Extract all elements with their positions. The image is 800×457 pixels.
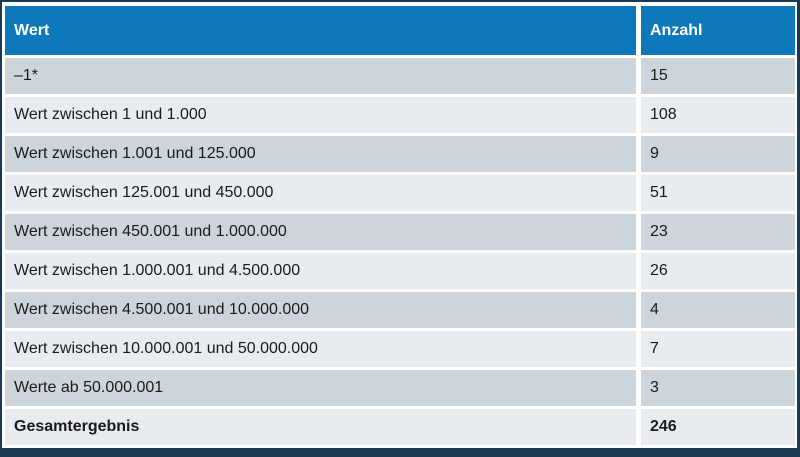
wert-cell: Wert zwischen 1.001 und 125.000 [5, 136, 636, 172]
wert-cell: Wert zwischen 1.000.001 und 4.500.000 [5, 253, 636, 289]
anzahl-cell: 15 [641, 58, 795, 94]
table-row: Wert zwischen 1.000.001 und 4.500.000 26 [5, 253, 795, 289]
wert-cell: Wert zwischen 125.001 und 450.000 [5, 175, 636, 211]
table-row: Wert zwischen 1 und 1.000 108 [5, 97, 795, 133]
anzahl-cell: 23 [641, 214, 795, 250]
anzahl-cell: 51 [641, 175, 795, 211]
table-total-row: Gesamtergebnis 246 [5, 409, 795, 445]
anzahl-cell: 7 [641, 331, 795, 367]
table-row: Wert zwischen 450.001 und 1.000.000 23 [5, 214, 795, 250]
column-header-anzahl: Anzahl [641, 6, 795, 55]
wert-cell: Wert zwischen 10.000.001 und 50.000.000 [5, 331, 636, 367]
wert-cell: Wert zwischen 4.500.001 und 10.000.000 [5, 292, 636, 328]
data-table: Wert Anzahl –1* 15 Wert zwischen 1 und 1.0… [5, 6, 795, 445]
table-row: Wert zwischen 10.000.001 und 50.000.000 7 [5, 331, 795, 367]
table-body: –1* 15 Wert zwischen 1 und 1.000 108 Wert zw… [5, 58, 795, 406]
anzahl-cell: 26 [641, 253, 795, 289]
table-header-row: Wert Anzahl [5, 6, 795, 55]
total-value-cell: 246 [641, 409, 795, 445]
anzahl-cell: 4 [641, 292, 795, 328]
table-row: Werte ab 50.000.001 3 [5, 370, 795, 406]
column-header-wert: Wert [5, 6, 636, 55]
table-row: Wert zwischen 1.001 und 125.000 9 [5, 136, 795, 172]
total-label-cell: Gesamtergebnis [5, 409, 636, 445]
anzahl-cell: 9 [641, 136, 795, 172]
table-row: Wert zwischen 125.001 und 450.000 51 [5, 175, 795, 211]
anzahl-cell: 3 [641, 370, 795, 406]
table-row: –1* 15 [5, 58, 795, 94]
wert-cell: –1* [5, 58, 636, 94]
wert-cell: Wert zwischen 450.001 und 1.000.000 [5, 214, 636, 250]
wert-cell: Werte ab 50.000.001 [5, 370, 636, 406]
table-row: Wert zwischen 4.500.001 und 10.000.000 4 [5, 292, 795, 328]
anzahl-cell: 108 [641, 97, 795, 133]
wert-cell: Wert zwischen 1 und 1.000 [5, 97, 636, 133]
